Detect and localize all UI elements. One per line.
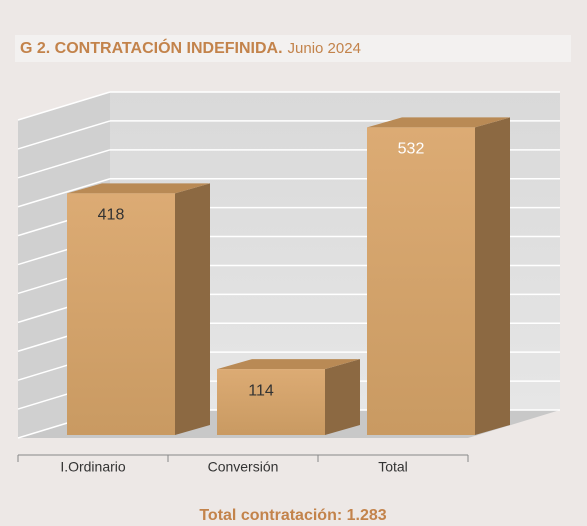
bar-top [217,359,360,370]
title-bar [15,35,571,62]
bar [217,369,325,435]
grid-line-side [17,120,111,150]
total-annotation: Total contratación: 1.283 [199,507,386,524]
x-tick-label: I.Ordinario [60,459,126,475]
grid-line-side [17,178,111,208]
data-label: 418 [98,207,125,224]
x-tick-label: Total [378,459,408,475]
title-main: G 2. CONTRATACIÓN INDEFINIDA. [20,38,283,57]
data-label: 532 [398,141,425,158]
bar-side [175,183,210,435]
title-sub: Junio 2024 [288,40,361,57]
bar-side [475,117,510,435]
bar-top [67,183,210,194]
bar-top [367,117,510,128]
x-tick-label: Conversión [208,459,279,475]
grid-line-side [17,149,111,179]
data-label: 114 [248,382,274,399]
chart-title: G 2. CONTRATACIÓN INDEFINIDA. Junio 2024 [20,38,361,57]
grid-line-side [17,91,111,121]
bar-side [325,359,360,435]
bar [67,193,175,435]
bar [367,127,475,435]
